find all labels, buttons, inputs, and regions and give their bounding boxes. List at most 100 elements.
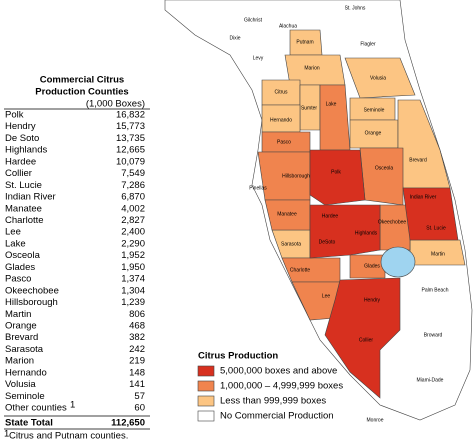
row-label: Indian River [5, 192, 56, 203]
row-label: De Soto [5, 133, 39, 144]
county-label: Brevard [409, 157, 427, 163]
row-label: Hernando [5, 367, 47, 378]
row-value: 242 [129, 344, 145, 355]
table-title: Production Counties [35, 87, 128, 98]
county-label: Polk [331, 169, 341, 175]
row-value: 4,002 [121, 203, 145, 214]
row-label: Volusia [5, 379, 36, 390]
county-label: Osceola [375, 165, 394, 171]
county-label: Okeechobee [378, 219, 407, 225]
county-label: Miami-Dade [417, 377, 444, 383]
county-label: Hendry [364, 297, 381, 303]
county-label: Pinellas [249, 185, 267, 191]
total-label: State Total [5, 418, 53, 429]
county-label: Palm Beach [422, 287, 449, 293]
county-label: Sarasota [281, 241, 301, 247]
row-label: Lake [5, 238, 26, 249]
row-value: 2,827 [121, 215, 145, 226]
row-value: 13,735 [116, 133, 145, 144]
county-label: Orange [365, 130, 382, 136]
row-label: Manatee [5, 203, 42, 214]
row-label: Other counties [5, 403, 67, 414]
row-label: Hendry [5, 121, 36, 132]
county-label: Putnam [296, 39, 313, 45]
county-label: Seminole [364, 107, 385, 113]
row-value: 7,286 [121, 180, 145, 191]
row-label: Marion [5, 356, 34, 367]
county-region [402, 187, 459, 241]
county-label: Hardee [322, 213, 339, 219]
table-unit: (1,000 Boxes) [86, 99, 145, 110]
county-region [379, 204, 411, 251]
footnote: Citrus and Putnam counties. [9, 431, 128, 442]
row-label: Glades [5, 262, 35, 273]
row-value: 141 [129, 379, 145, 390]
row-value: 10,079 [116, 156, 145, 167]
legend-label: Less than 999,999 boxes [220, 396, 326, 407]
row-label: Sarasota [5, 344, 44, 355]
legend-swatch [197, 365, 215, 377]
row-label: Okeechobee [5, 285, 59, 296]
county-label: Monroe [367, 417, 384, 423]
legend-label: 1,000,000 – 4,999,999 boxes [220, 381, 343, 392]
legend-swatch [197, 380, 215, 392]
row-value: 1,950 [121, 262, 145, 273]
row-value: 7,549 [121, 168, 145, 179]
row-value: 148 [129, 367, 145, 378]
county-label: Lake [326, 101, 337, 107]
county-label: DeSoto [319, 239, 336, 245]
county-label: Manatee [277, 211, 297, 217]
county-label: Indian River [410, 194, 437, 200]
county-label: Sumter [301, 105, 317, 111]
row-value: 57 [134, 391, 145, 402]
row-label: Hardee [5, 156, 36, 167]
row-value: 382 [129, 332, 145, 343]
county-label: Charlotte [290, 267, 311, 273]
county-label: Alachua [279, 23, 297, 29]
row-label: Lee [5, 227, 21, 238]
county-label: Gilchrist [244, 17, 263, 23]
total-value: 112,650 [111, 418, 145, 429]
county-label: Broward [424, 332, 443, 338]
footnote-marker: 1 [4, 429, 9, 440]
row-value: 219 [129, 356, 145, 367]
row-label: Collier [5, 168, 32, 179]
county-label: Flagler [360, 41, 376, 47]
table-title: Commercial Citrus [40, 75, 124, 86]
county-region [309, 204, 381, 259]
county-label: Lee [322, 293, 331, 299]
row-value: 1,952 [121, 250, 145, 261]
row-value: 6,870 [121, 192, 145, 203]
county-region [349, 254, 386, 279]
county-region [324, 277, 401, 399]
note-marker: 1 [70, 400, 75, 411]
row-value: 15,773 [116, 121, 145, 132]
row-label: Martin [5, 309, 31, 320]
county-label: Hillsborough [282, 173, 310, 179]
row-value: 16,832 [116, 110, 145, 121]
county-label: Martin [431, 251, 445, 257]
lake-okeechobee [380, 246, 416, 278]
county-label: Collier [359, 337, 374, 343]
county-region [344, 57, 416, 99]
row-value: 1,239 [121, 297, 145, 308]
row-value: 1,304 [121, 285, 145, 296]
row-label: Orange [5, 320, 37, 331]
county-region [359, 147, 404, 206]
row-value: 468 [129, 320, 145, 331]
county-label: Levy [253, 55, 264, 61]
row-value: 806 [129, 309, 145, 320]
county-label: St. Johns [345, 5, 366, 11]
row-label: St. Lucie [5, 180, 42, 191]
county-label: Marion [304, 65, 320, 71]
row-value: 2,290 [121, 238, 145, 249]
county-label: Pasco [277, 139, 291, 145]
row-label: Highlands [5, 145, 47, 156]
county-region [397, 99, 451, 189]
legend-title: Citrus Production [198, 351, 278, 362]
row-label: Brevard [5, 332, 38, 343]
legend-swatch [197, 395, 215, 407]
county-label: St. Lucie [426, 225, 446, 231]
map [164, 0, 473, 421]
legend-label: No Commercial Production [220, 411, 334, 422]
